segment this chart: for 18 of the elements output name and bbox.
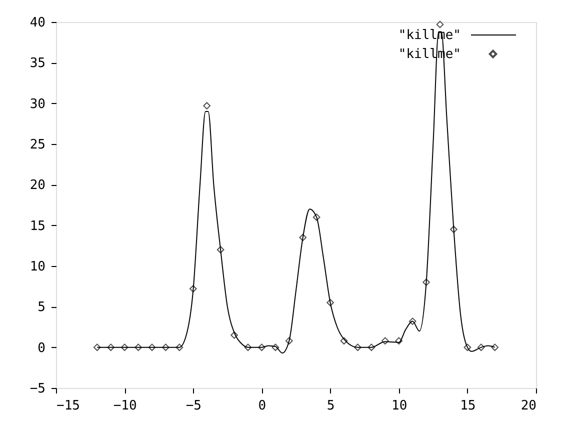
y-tick-label: 10 — [30, 260, 46, 274]
y-tick-label: −5 — [30, 382, 46, 396]
x-tick-label: 15 — [460, 398, 476, 414]
y-tick-label: 25 — [30, 138, 46, 152]
y-tick-label: 0 — [38, 340, 46, 356]
y-tick-label: 40 — [30, 16, 46, 30]
y-tick-label: 20 — [30, 178, 46, 194]
y-tick-label: 30 — [30, 96, 46, 112]
x-tick-label: −10 — [113, 398, 137, 414]
x-tick-label: 20 — [520, 398, 536, 414]
x-tick-label: 5 — [326, 398, 335, 414]
y-tick-label: 35 — [30, 56, 46, 72]
x-tick-label: −15 — [56, 398, 80, 414]
y-tick-label: 15 — [30, 218, 46, 234]
x-tick-label: 0 — [258, 398, 266, 414]
x-tick-label: 10 — [392, 398, 408, 414]
y-tick-label: 5 — [38, 300, 46, 316]
x-tick-label: −5 — [186, 398, 202, 414]
